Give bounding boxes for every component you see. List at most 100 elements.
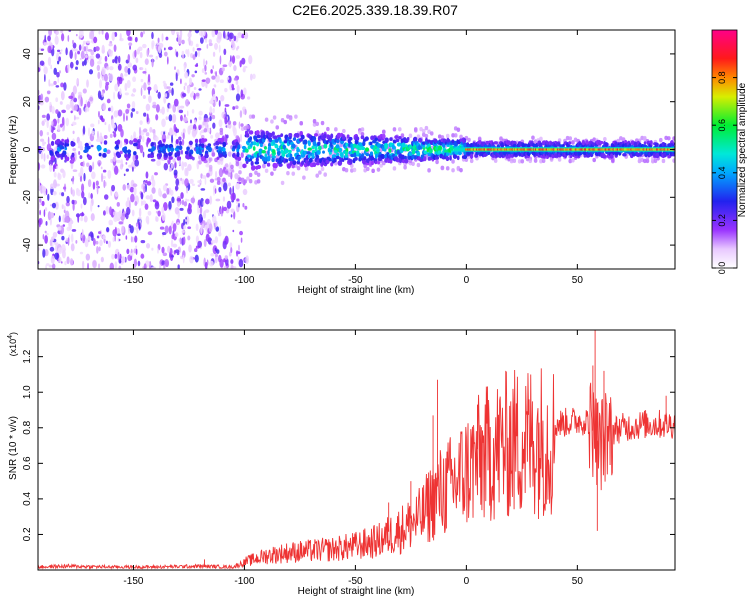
spectrogram-cell [214,253,219,258]
spectrogram-cell [201,175,207,179]
spectrogram-cell [144,58,149,65]
spectrogram-cell [229,242,233,249]
spectrogram-cell [218,167,224,178]
spectrogram-cell [194,64,199,68]
spectrogram-cell [360,154,364,159]
spectrogram-cell [237,220,242,224]
spectrogram-cell [635,152,640,158]
spectrogram-cell [147,210,152,216]
spectrogram-cell [203,128,208,133]
spectrogram-cell [87,48,93,52]
spectrogram-cell [88,165,93,173]
spectrogram-cell [188,203,192,210]
spectrogram-cell [90,144,94,148]
spectrogram-cell [89,58,95,67]
spectrogram-cell [48,264,53,268]
snr-plot-area [38,330,675,570]
spectrogram-cell [353,152,357,158]
spectrogram-cell [311,145,315,150]
spectrogram-cell [99,115,104,121]
spectrogram-cell [237,34,242,39]
spectrogram-cell [434,156,440,160]
spectrogram-cell [119,163,124,170]
spectrogram-cell [331,138,335,144]
spectrogram-cell [47,35,51,42]
spectrogram-cell [300,134,304,139]
spectrogram-cell [568,141,572,145]
spectrogram-cell [338,147,343,153]
spectrogram-cell [187,163,192,172]
spectrogram-x-tick-label: -150 [123,275,143,286]
spectrogram-cell [384,137,389,143]
spectrogram-cell [267,155,271,161]
spectrogram-cell [388,148,392,153]
spectrogram-cell [585,140,589,145]
spectrogram-cell [72,121,76,126]
spectrogram-cell [44,207,48,212]
spectrogram-cell [168,225,172,235]
spectrogram-cell [81,183,85,193]
spectrogram-x-axis-label: Height of straight line (km) [298,285,415,296]
spectrogram-cell [186,110,189,117]
spectrogram-cell [249,155,255,159]
spectrogram-cell [183,218,186,226]
spectrogram-cell [235,79,239,85]
spectrogram-cell [240,133,242,143]
spectrogram-cell [215,220,218,228]
spectrogram-cell [374,137,379,142]
spectrogram-cell [204,64,207,72]
spectrogram-cell [229,32,234,40]
spectrogram-cell [76,78,79,84]
spectrogram-cell [61,192,65,197]
spectrogram-cell [208,164,213,170]
spectrogram-cell [320,120,325,126]
spectrogram-cell [601,153,606,159]
spectrogram-cell [57,77,60,84]
spectrogram-cell [264,168,269,173]
spectrogram-cell [85,99,88,106]
spectrogram-cell [144,203,149,210]
spectrogram-cell [218,44,221,53]
spectrogram-cell [175,178,180,186]
spectrogram-cell [643,158,647,164]
spectrogram-cell [241,57,246,65]
snr-y-tick-label: 0.6 [22,456,33,470]
spectrogram-cell [102,235,106,240]
spectrogram-cell [79,212,85,217]
spectrogram-cell [142,128,148,133]
spectrogram-cell [437,150,442,155]
spectrogram-cell [133,138,138,143]
spectrogram-cell [87,236,92,241]
spectrogram-cell [175,126,178,134]
spectrogram-cell [220,95,225,102]
spectrogram-cell [98,246,101,252]
spectrogram-cell [322,150,325,154]
spectrogram-cell [233,210,236,220]
spectrogram-cell [119,88,122,96]
spectrogram-cell [39,184,45,194]
spectrogram-cell [46,90,51,95]
spectrogram-cell [398,135,402,140]
spectrogram-cell [185,167,189,177]
spectrogram-cell [525,156,530,162]
spectrogram-cell [202,200,205,207]
spectrogram-cell [169,127,173,136]
spectrogram-cell [158,52,163,58]
spectrogram-cell [396,149,401,155]
spectrogram-cell [64,146,68,151]
spectrogram-cell [142,43,147,49]
spectrogram-cell [315,121,320,127]
spectrogram-cell [243,65,248,69]
spectrogram-cell [308,157,313,163]
spectrogram-cell [154,201,160,210]
spectrogram-cell [82,40,86,45]
spectrogram-cell [141,200,147,206]
spectrogram-cell [221,205,224,214]
spectrogram-cell [208,39,212,44]
spectrogram-cell [195,142,198,148]
spectrogram-cell [104,194,109,200]
spectrogram-cell [125,168,129,172]
spectrogram-cell [284,149,289,154]
spectrogram-cell [43,66,48,75]
spectrogram-cell [248,114,253,119]
